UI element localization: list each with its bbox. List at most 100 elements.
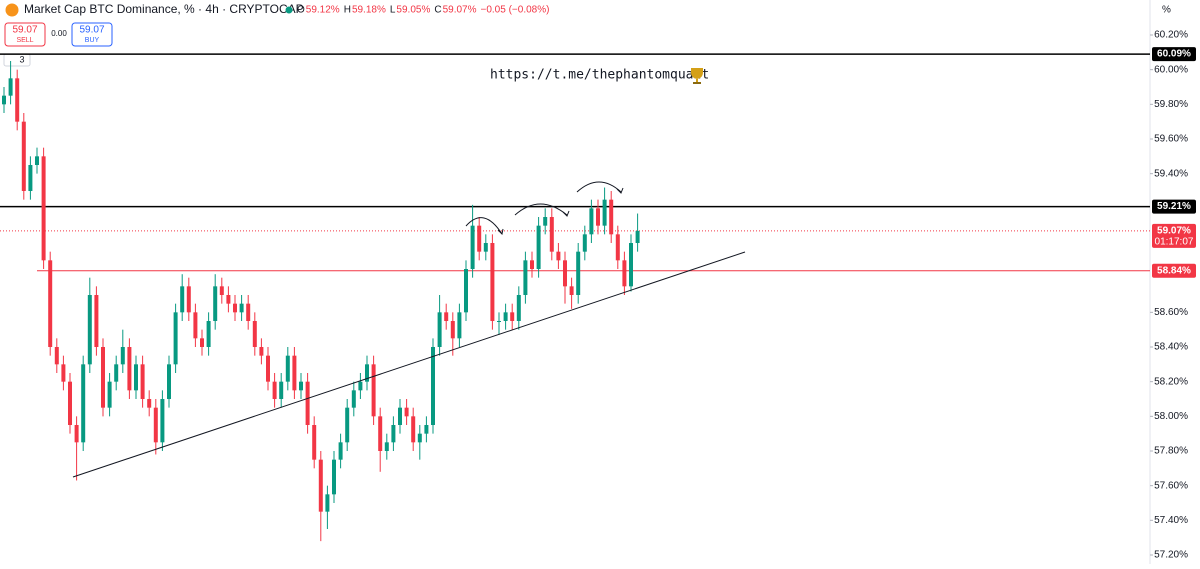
indicator-count: 3 xyxy=(19,54,24,64)
candle-body xyxy=(87,295,92,365)
candle-body xyxy=(193,312,198,339)
ohlc-value: 59.07% xyxy=(443,5,477,16)
candle-body xyxy=(470,225,475,269)
candle-body xyxy=(510,312,515,321)
candle-body xyxy=(107,381,112,408)
candle-body xyxy=(68,381,72,425)
candle-body xyxy=(292,355,297,391)
candle-body xyxy=(272,381,277,399)
y-tick-label: 58.20% xyxy=(1154,376,1188,387)
candle-body xyxy=(576,251,581,295)
candle-body xyxy=(285,355,290,382)
candle-body xyxy=(615,234,620,261)
ohlc-key: L xyxy=(390,5,396,16)
candle-body xyxy=(279,381,284,399)
trophy-icon xyxy=(691,68,703,84)
candle-body xyxy=(332,459,336,495)
candle-body xyxy=(299,381,303,391)
candle-body xyxy=(2,95,6,105)
candle-body xyxy=(127,347,132,391)
candle-body xyxy=(411,416,416,443)
ohlc-key: O xyxy=(297,5,305,16)
candle-body xyxy=(503,312,508,321)
candle-body xyxy=(398,407,402,425)
candle-body xyxy=(266,355,270,382)
level-label-bg xyxy=(1152,263,1196,278)
candle-body xyxy=(94,295,99,347)
candle-body xyxy=(101,347,105,408)
candle-body xyxy=(365,364,369,382)
candle-body xyxy=(371,364,376,417)
candle-body xyxy=(180,286,185,313)
candle-body xyxy=(246,303,251,321)
candle-body xyxy=(312,425,317,460)
y-tick-label: 58.00% xyxy=(1154,411,1188,422)
sell-button[interactable] xyxy=(4,22,46,47)
candle-body xyxy=(147,399,152,408)
candle-body xyxy=(160,399,165,443)
candle-body xyxy=(167,364,171,399)
candle-body xyxy=(325,494,330,512)
candle-body xyxy=(536,225,541,269)
y-tick-label: 60.20% xyxy=(1154,30,1188,41)
plot-area xyxy=(2,61,640,542)
candle-body xyxy=(35,156,39,165)
level-label: 58.84% xyxy=(1157,265,1191,276)
candle-body xyxy=(81,364,86,443)
sell-label: SELL xyxy=(16,37,33,44)
candle-body xyxy=(622,260,627,287)
candle-body xyxy=(523,260,528,295)
candle-body xyxy=(213,286,218,321)
candle-body xyxy=(582,234,587,252)
candle-body xyxy=(629,243,633,287)
candle-body xyxy=(239,303,244,313)
candle-body xyxy=(120,347,125,365)
market-status xyxy=(285,6,293,14)
candle-body xyxy=(543,217,548,226)
ohlc-key: C xyxy=(434,5,441,16)
candle-body xyxy=(259,347,264,356)
candle-body xyxy=(404,407,409,417)
candle-body xyxy=(464,269,468,313)
candle-body xyxy=(48,260,53,347)
change: −0.05 (−0.08%) xyxy=(481,5,550,16)
scale-unit[interactable]: % xyxy=(1162,5,1171,16)
y-tick-label: 60.00% xyxy=(1154,64,1188,75)
buy-label: BUY xyxy=(85,37,100,44)
buy-button[interactable] xyxy=(71,22,113,47)
y-tick-label: 59.40% xyxy=(1154,168,1188,179)
price-axis: 60.20% 60.00% 59.80% 59.60% 59.40% 58.60% 58.4… xyxy=(1150,30,1196,561)
candle-body xyxy=(41,156,46,261)
candle-body xyxy=(596,208,600,226)
y-tick-label: 58.40% xyxy=(1154,342,1188,353)
candle-body xyxy=(173,312,178,365)
last-price-label: 59.07% xyxy=(1157,226,1191,237)
y-tick-label: 57.80% xyxy=(1154,446,1188,457)
candle-body xyxy=(417,433,422,443)
trade-buttons: 59.07 SELL 0.00 59.07 BUY xyxy=(4,22,113,47)
candle-body xyxy=(8,78,13,96)
candle-body xyxy=(391,425,396,443)
trend-line xyxy=(72,251,746,478)
candle-body xyxy=(490,243,495,321)
level-label-bg xyxy=(1152,199,1196,214)
candle-body xyxy=(305,381,310,425)
candle-body xyxy=(609,199,614,235)
candle-body xyxy=(345,407,350,443)
candle-body xyxy=(549,217,554,252)
candle-body xyxy=(444,312,449,321)
ohlc-key: H xyxy=(344,5,351,16)
candle-body xyxy=(200,338,204,347)
candle-body xyxy=(497,321,501,322)
indicator-badge[interactable] xyxy=(3,53,31,67)
candle-body xyxy=(134,364,138,391)
ohlc-value: 59.12% xyxy=(306,5,340,16)
candle-body xyxy=(15,78,20,122)
candle-body xyxy=(74,425,79,443)
candle-body xyxy=(516,295,521,321)
level-label: 60.09% xyxy=(1157,49,1191,60)
ohlc: O 59.12% H 59.18% L 59.05% C 59.07% −0.05 (−0.08… xyxy=(297,5,549,16)
candle-body xyxy=(483,243,488,252)
candle-body xyxy=(589,208,594,235)
